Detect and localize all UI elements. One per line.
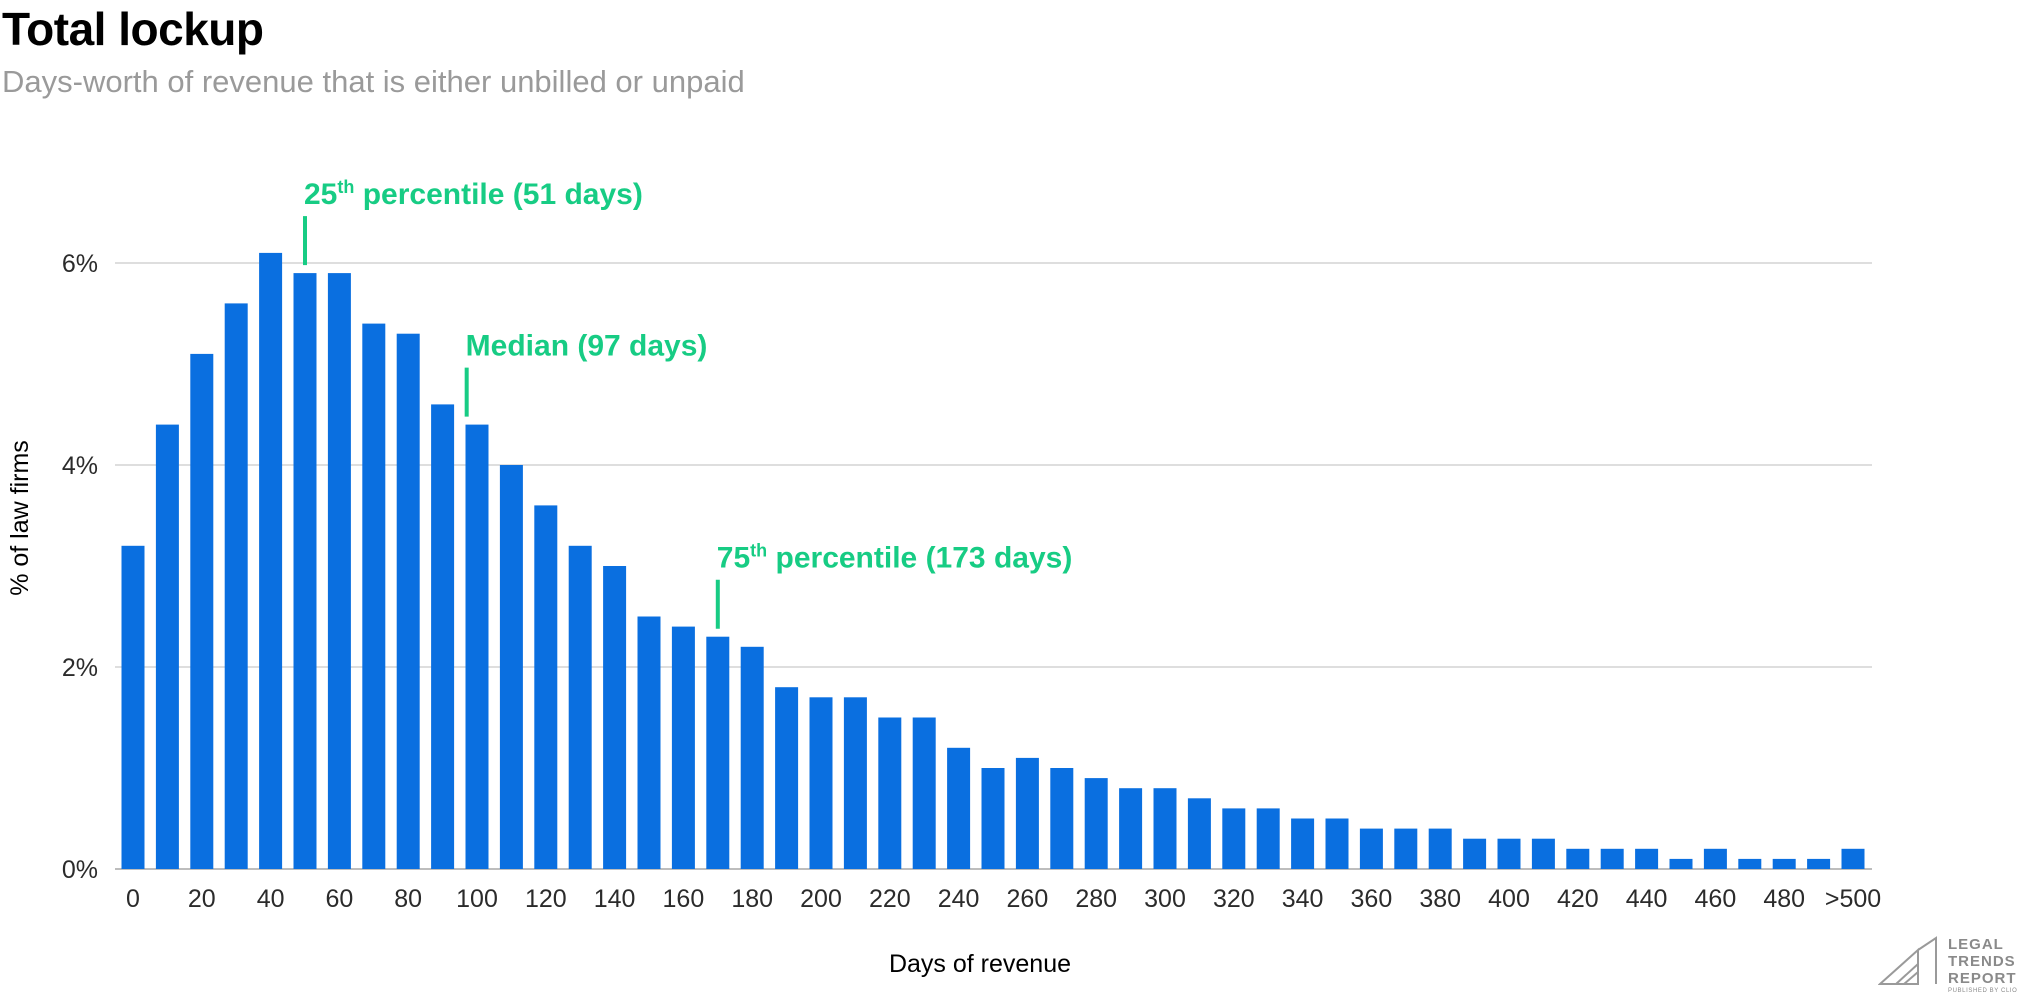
bar-170: [706, 636, 730, 869]
x-tick-label: 100: [456, 885, 498, 913]
chart-title: Total lockup: [2, 3, 264, 55]
bar-200: [809, 697, 833, 869]
x-tick-label: 320: [1213, 885, 1255, 913]
bar-110: [499, 465, 523, 869]
logo-wordmark: LEGAL TRENDS REPORT PUBLISHED BY CLIO: [1948, 936, 2017, 995]
bar-160: [671, 626, 695, 869]
annotation-label-1: Median (97 days): [466, 330, 708, 363]
annotation-label-2: 75th percentile (173 days): [717, 541, 1073, 575]
logo-line-2: TRENDS: [1948, 953, 2016, 970]
chart-subtitle: Days-worth of revenue that is either unb…: [2, 64, 745, 99]
logo-line-4: PUBLISHED BY CLIO: [1948, 988, 2018, 994]
bar-280: [1084, 778, 1108, 869]
x-tick-label: 400: [1488, 885, 1530, 913]
x-tick-label: 300: [1144, 885, 1186, 913]
bar-260: [1015, 757, 1039, 869]
bar-180: [740, 646, 764, 869]
y-axis-title: % of law firms: [6, 440, 34, 596]
bar-480: [1772, 858, 1796, 869]
x-tick-label: 260: [1007, 885, 1049, 913]
bar-450: [1669, 858, 1693, 869]
x-tick-label: 440: [1626, 885, 1668, 913]
y-tick-label: 6%: [62, 250, 98, 278]
y-axis-ticks: 0% 2% 4% 6%: [62, 250, 98, 884]
x-tick-label: 460: [1695, 885, 1737, 913]
y-tick-label: 0%: [62, 856, 98, 884]
annotations: 25th percentile (51 days) Median (97 days…: [303, 177, 1073, 629]
bar-290: [1119, 788, 1143, 869]
x-tick-label: 240: [938, 885, 980, 913]
bar-240: [947, 747, 971, 869]
y-tick-label: 2%: [62, 654, 98, 682]
bar-20: [190, 353, 214, 869]
x-tick-label: 0: [126, 885, 140, 913]
bar-220: [878, 717, 902, 869]
bar-360: [1359, 828, 1383, 869]
x-tick-label: 160: [663, 885, 705, 913]
bar-120: [534, 505, 558, 869]
x-tick-label: 20: [188, 885, 216, 913]
x-tick-label: 220: [869, 885, 911, 913]
annotation-label-0: 25th percentile (51 days): [304, 177, 643, 211]
x-tick-label: 420: [1557, 885, 1599, 913]
bar-10: [155, 424, 179, 869]
bar-340: [1291, 818, 1315, 869]
bar-410: [1531, 838, 1555, 869]
bar-350: [1325, 818, 1349, 869]
bar-460: [1703, 848, 1727, 869]
bar-320: [1222, 808, 1246, 869]
bar-190: [775, 687, 799, 869]
bar-400: [1497, 838, 1521, 869]
bar-30: [224, 303, 248, 869]
bar-50: [293, 273, 317, 870]
x-axis-ticks: 0 20 40 60 80 100 120 140 160 180 200 220 240 260 280 3…: [126, 885, 1881, 913]
bar-250: [981, 768, 1005, 869]
bar-470: [1738, 858, 1762, 869]
bar-500: [1841, 848, 1865, 869]
bar-40: [259, 252, 283, 869]
bar-420: [1566, 848, 1590, 869]
x-tick-label: 140: [594, 885, 636, 913]
bar-330: [1256, 808, 1280, 869]
bar-370: [1394, 828, 1418, 869]
bar-150: [637, 616, 661, 869]
x-tick-label: 200: [800, 885, 842, 913]
x-tick-label: 120: [525, 885, 567, 913]
x-tick-label: 360: [1351, 885, 1393, 913]
x-tick-label: 280: [1075, 885, 1117, 913]
x-tick-label: >500: [1825, 885, 1881, 913]
bar-140: [603, 566, 627, 869]
bar-430: [1600, 848, 1624, 869]
logo-line-3: REPORT: [1948, 970, 2017, 987]
x-tick-label: 40: [257, 885, 285, 913]
bar-90: [431, 404, 455, 869]
bar-130: [568, 545, 592, 869]
bar-270: [1050, 768, 1074, 869]
bar-100: [465, 424, 489, 869]
bar-310: [1187, 798, 1211, 869]
bar-230: [912, 717, 936, 869]
legal-trends-report-logo: [1878, 936, 1937, 985]
x-axis-title: Days of revenue: [889, 950, 1071, 978]
bar-300: [1153, 788, 1177, 869]
x-tick-label: 80: [394, 885, 422, 913]
logo-line-1: LEGAL: [1948, 936, 2004, 953]
x-tick-label: 380: [1419, 885, 1461, 913]
bar-380: [1428, 828, 1452, 869]
bar-80: [396, 333, 420, 869]
x-tick-label: 60: [325, 885, 353, 913]
x-tick-label: 340: [1282, 885, 1324, 913]
bar-440: [1635, 848, 1659, 869]
bar-70: [362, 323, 386, 870]
bars: [121, 252, 1865, 870]
bar-0: [121, 545, 145, 869]
bar-210: [843, 697, 867, 869]
bar-60: [327, 273, 351, 870]
bar-490: [1807, 858, 1831, 869]
x-tick-label: 180: [731, 885, 773, 913]
y-tick-label: 4%: [62, 452, 98, 480]
bar-390: [1463, 838, 1487, 869]
x-tick-label: 480: [1763, 885, 1805, 913]
